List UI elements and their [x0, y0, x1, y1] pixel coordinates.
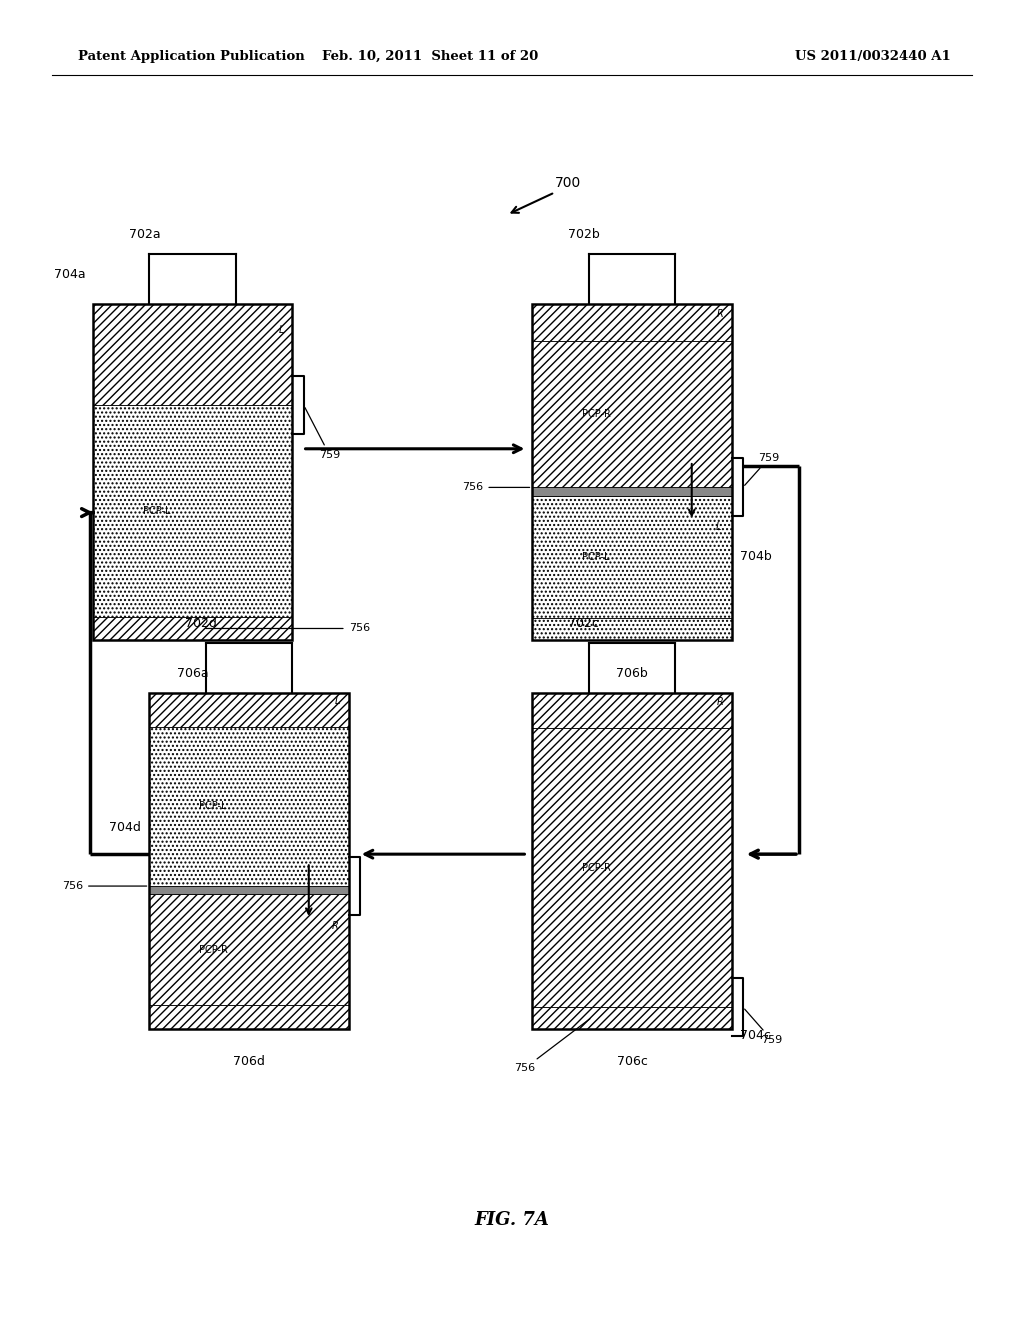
Bar: [532, 496, 731, 618]
Bar: [93, 305, 293, 405]
Text: 702a: 702a: [129, 228, 160, 242]
Text: 704b: 704b: [739, 549, 771, 562]
Text: 759: 759: [305, 408, 340, 461]
Text: US 2011/0032440 A1: US 2011/0032440 A1: [796, 50, 951, 63]
Bar: [150, 726, 348, 886]
Bar: [150, 1006, 348, 1028]
Text: 702b: 702b: [567, 228, 599, 242]
Text: 759: 759: [744, 1008, 782, 1045]
Text: PCP-R: PCP-R: [582, 862, 610, 873]
Bar: [532, 618, 731, 640]
Text: 706d: 706d: [233, 1055, 265, 1068]
Bar: [150, 886, 348, 895]
Text: 756: 756: [462, 482, 529, 492]
Text: PCP-L: PCP-L: [200, 801, 227, 812]
Text: 706c: 706c: [616, 1055, 647, 1068]
Text: L: L: [279, 325, 285, 334]
Text: 706a: 706a: [177, 667, 209, 680]
Text: Feb. 10, 2011  Sheet 11 of 20: Feb. 10, 2011 Sheet 11 of 20: [323, 50, 539, 63]
Bar: [532, 693, 731, 729]
Bar: [532, 305, 731, 640]
Bar: [150, 693, 348, 1028]
Bar: [93, 616, 293, 640]
Text: 702d: 702d: [184, 616, 216, 630]
Text: 702c: 702c: [568, 616, 599, 630]
Text: PCP-R: PCP-R: [582, 409, 610, 420]
Text: PCP-L: PCP-L: [143, 506, 171, 516]
Text: 759: 759: [744, 454, 779, 486]
Bar: [93, 305, 293, 640]
Text: PCP-L: PCP-L: [583, 552, 610, 562]
Text: 704c: 704c: [739, 1028, 771, 1041]
Text: L: L: [716, 521, 721, 532]
Text: R: R: [332, 920, 338, 931]
Bar: [532, 342, 731, 487]
Text: 756: 756: [514, 1019, 590, 1073]
Text: FIG. 7A: FIG. 7A: [474, 1210, 550, 1229]
Text: R: R: [717, 697, 723, 706]
Bar: [150, 895, 348, 1006]
Text: 704a: 704a: [53, 268, 85, 281]
Bar: [532, 1007, 731, 1028]
Text: 706b: 706b: [616, 667, 648, 680]
Text: Patent Application Publication: Patent Application Publication: [78, 50, 305, 63]
Text: 756: 756: [62, 880, 146, 891]
Bar: [93, 405, 293, 616]
Text: R: R: [717, 309, 723, 318]
Bar: [532, 693, 731, 1028]
Bar: [532, 487, 731, 496]
Bar: [532, 305, 731, 342]
Text: 700: 700: [555, 176, 582, 190]
Bar: [150, 693, 348, 726]
Text: PCP-R: PCP-R: [199, 945, 227, 954]
Text: 756: 756: [206, 623, 370, 634]
Text: L: L: [335, 697, 340, 706]
Text: 704d: 704d: [110, 821, 141, 834]
Bar: [532, 729, 731, 1007]
